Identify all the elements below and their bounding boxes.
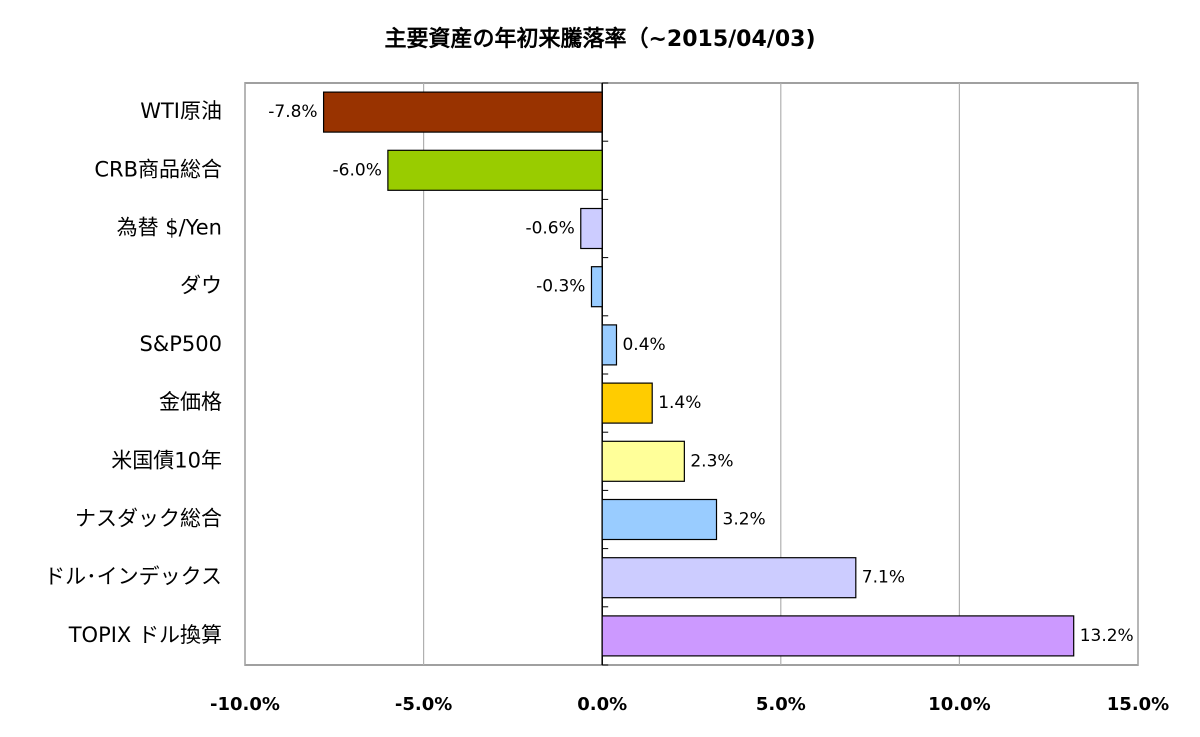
bar	[601, 615, 1075, 657]
bar	[601, 382, 653, 424]
value-label: -0.3%	[536, 277, 585, 297]
value-label: -0.6%	[525, 219, 574, 239]
bar	[601, 324, 618, 366]
x-tick-label: 15.0%	[1107, 694, 1169, 715]
category-label: 為替 $/Yen	[117, 216, 222, 240]
value-label: 0.4%	[622, 335, 665, 355]
bar	[601, 498, 718, 541]
category-label: 金価格	[159, 390, 222, 414]
category-label: S&P500	[140, 332, 222, 356]
bar	[601, 440, 685, 482]
x-tick-label: 5.0%	[756, 694, 806, 715]
bar	[601, 557, 857, 599]
value-label: 7.1%	[862, 568, 905, 588]
value-label: -7.8%	[268, 102, 317, 122]
value-label: 3.2%	[723, 510, 766, 530]
bar	[580, 207, 603, 250]
x-tick-label: -10.0%	[210, 694, 280, 715]
category-label: WTI原油	[140, 99, 222, 123]
value-label: 1.4%	[658, 393, 701, 413]
bar	[590, 266, 603, 308]
bar	[387, 149, 603, 191]
x-tick-label: -5.0%	[395, 694, 452, 715]
bar	[322, 91, 603, 133]
value-label: 13.2%	[1080, 626, 1134, 646]
category-label: TOPIX ドル換算	[68, 623, 222, 647]
value-label: -6.0%	[333, 160, 382, 180]
chart-title: 主要資産の年初来騰落率（~2015/04/03)	[384, 26, 815, 52]
category-label: CRB商品総合	[94, 157, 222, 181]
value-label: 2.3%	[690, 451, 733, 471]
x-tick-label: 0.0%	[577, 694, 627, 715]
category-label: 米国債10年	[111, 448, 222, 472]
category-label: ダウ	[180, 274, 222, 298]
category-label: ドル･インデックス	[44, 565, 222, 589]
x-tick-label: 10.0%	[928, 694, 990, 715]
category-label: ナスダック総合	[75, 507, 222, 531]
